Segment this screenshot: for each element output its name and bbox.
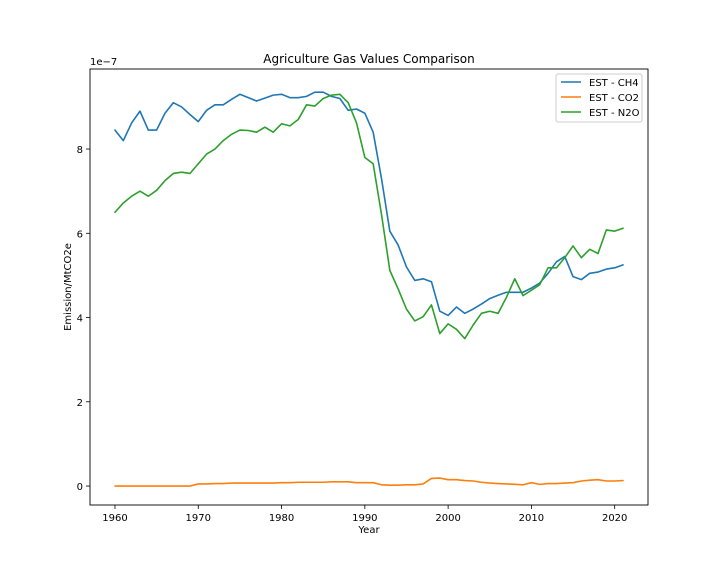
legend-label: EST - N2O — [589, 108, 640, 119]
y-tick-label: 6 — [77, 229, 83, 240]
x-axis-label: Year — [357, 525, 380, 536]
x-axis: 1960 1970 1980 1990 2000 2010 2020 — [102, 505, 627, 524]
x-tick-label: 1970 — [186, 513, 211, 524]
y-tick-label: 4 — [77, 314, 83, 325]
x-tick-label: 1980 — [269, 513, 294, 524]
legend-box — [555, 73, 643, 123]
series-line-1 — [114, 477, 624, 487]
x-tick-label: 2010 — [519, 513, 544, 524]
legend-label: EST - CO2 — [589, 93, 639, 104]
plot-frame — [89, 68, 649, 506]
x-tick-label: 2000 — [435, 513, 460, 524]
y-axis-label: Emission/MtCO2e — [63, 243, 74, 331]
x-tick-label: 2020 — [602, 513, 627, 524]
chart-title: Agriculture Gas Values Comparison — [263, 52, 474, 66]
y-axis: 0 2 4 6 8 — [77, 145, 90, 493]
legend: EST - CH4 EST - CO2 EST - N2O — [555, 73, 643, 123]
y-scale-label: 1e−7 — [90, 57, 117, 68]
series-line-0 — [114, 91, 624, 317]
legend-label: EST - CH4 — [589, 78, 639, 89]
y-tick-label: 2 — [77, 398, 83, 409]
series-line-2 — [114, 93, 624, 340]
x-tick-label: 1990 — [352, 513, 377, 524]
x-tick-label: 1960 — [102, 513, 127, 524]
y-tick-label: 0 — [77, 482, 83, 493]
y-tick-label: 8 — [77, 145, 83, 156]
plot-lines — [114, 91, 624, 487]
